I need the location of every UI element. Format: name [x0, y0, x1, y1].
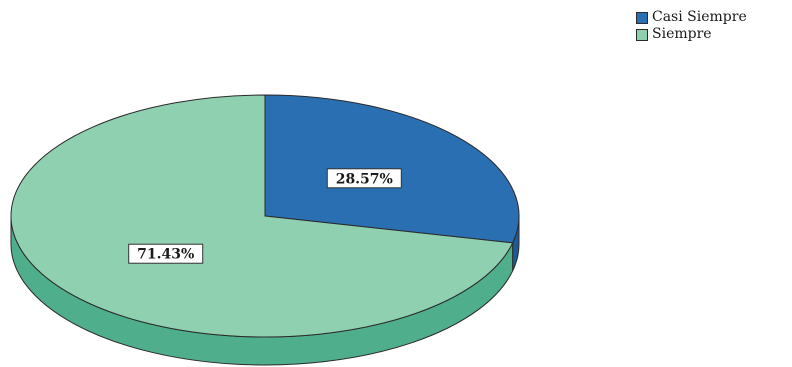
legend: Casi Siempre Siempre [636, 9, 747, 43]
legend-swatch-siempre [636, 28, 648, 41]
legend-item-casi-siempre: Casi Siempre [636, 9, 747, 26]
legend-label-casi-siempre: Casi Siempre [652, 9, 747, 25]
data-label-siempre: 71.43% [128, 243, 204, 264]
pie-slice-siempre [10, 94, 514, 338]
data-label-text-casi-siempre: 28.57% [336, 171, 393, 187]
data-label-box-casi-siempre [326, 168, 402, 189]
data-label-text-siempre: 71.43% [137, 247, 194, 263]
data-label-casi-siempre: 28.57% [326, 168, 402, 189]
data-label-box-siempre [128, 243, 204, 264]
legend-label-siempre: Siempre [652, 26, 712, 42]
legend-swatch-casi-siempre [636, 11, 648, 24]
legend-item-siempre: Siempre [636, 26, 747, 43]
